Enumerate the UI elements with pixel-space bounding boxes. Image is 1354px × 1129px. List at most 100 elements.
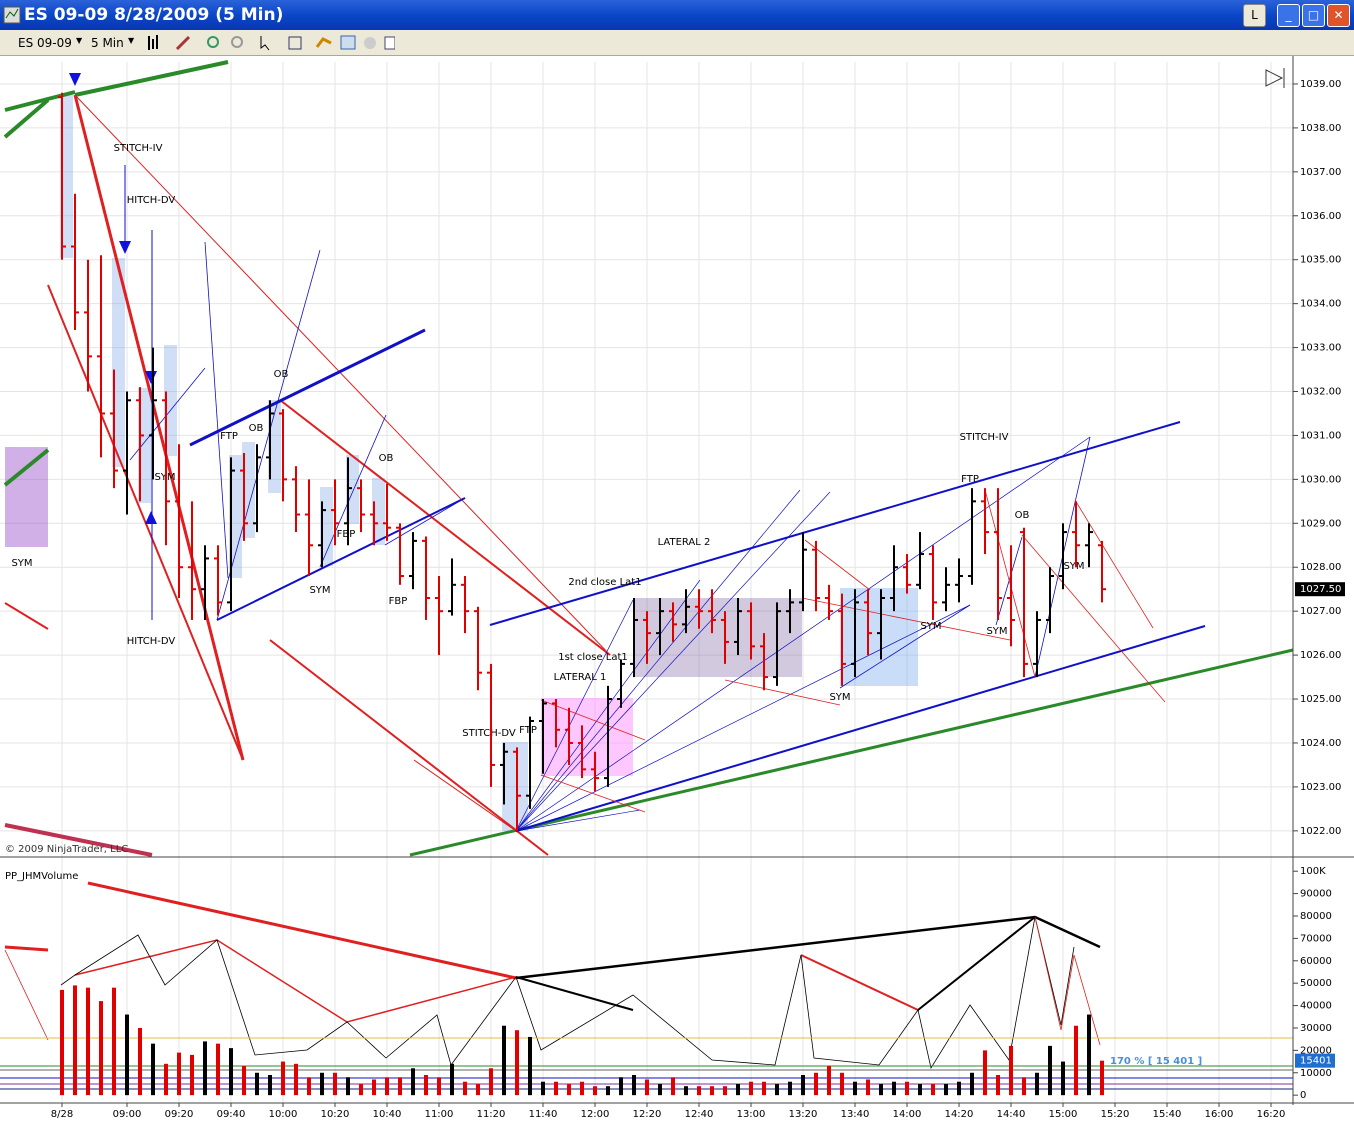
volume-bar — [229, 1048, 233, 1096]
volume-bar — [970, 1072, 974, 1096]
y-tick-label: 40000 — [1300, 1001, 1332, 1012]
zone-box — [541, 698, 633, 776]
volume-bar — [1035, 1072, 1039, 1096]
minimize-button[interactable]: _ — [1277, 4, 1300, 27]
volume-bar — [697, 1086, 701, 1096]
trend-line — [47, 284, 244, 761]
volume-bar — [450, 1063, 454, 1096]
trend-line — [73, 94, 245, 761]
annotation: SYM — [1063, 561, 1084, 572]
maximize-button[interactable]: □ — [1302, 4, 1325, 27]
bar-box — [320, 487, 333, 566]
app-icon — [3, 6, 21, 24]
y-tick-label: 1036.00 — [1300, 211, 1341, 222]
x-tick-label: 13:00 — [737, 1109, 766, 1120]
y-tick-label: 60000 — [1300, 956, 1332, 967]
dropdown-arrow[interactable]: ▼ — [128, 36, 135, 45]
instrument-selector[interactable]: ES 09-09 — [18, 36, 72, 50]
y-tick-label: 0 — [1300, 1090, 1306, 1101]
annotation: SYM — [986, 626, 1007, 637]
annotation: FTP — [220, 431, 238, 442]
trend-line — [216, 497, 466, 621]
trend-line — [4, 823, 153, 857]
annotation: OB — [379, 453, 394, 464]
annotation: LATERAL 2 — [658, 537, 711, 548]
y-tick-label: 1030.00 — [1300, 474, 1341, 485]
volume-bar — [684, 1086, 688, 1096]
y-tick-label: 1038.00 — [1300, 123, 1341, 134]
volume-bar — [892, 1081, 896, 1096]
volume-bar — [203, 1041, 207, 1096]
y-tick-label: 1034.00 — [1300, 299, 1341, 310]
interval-selector[interactable]: 5 Min — [91, 36, 124, 50]
trend-line — [1074, 499, 1154, 629]
trend-line — [540, 774, 646, 813]
volume-bar — [632, 1075, 636, 1096]
scroll-end-button[interactable] — [1265, 68, 1285, 88]
volume-bar — [1061, 1061, 1065, 1096]
volume-bar — [1087, 1014, 1091, 1096]
bar-box — [502, 742, 528, 831]
annotation: FTP — [519, 725, 537, 736]
bar-box — [60, 95, 73, 258]
y-tick-label: 1027.00 — [1300, 606, 1341, 617]
annotation: HITCH-DV — [127, 195, 176, 206]
volume-bar — [437, 1077, 441, 1096]
volume-bar — [957, 1081, 961, 1096]
y-tick-label: 70000 — [1300, 933, 1332, 944]
annotation: HITCH-DV — [127, 636, 176, 647]
x-tick-label: 10:00 — [269, 1109, 298, 1120]
x-tick-label: 14:40 — [997, 1109, 1026, 1120]
x-tick-label: 16:20 — [1257, 1109, 1286, 1120]
trend-line — [216, 249, 321, 621]
volume-bar — [177, 1052, 181, 1096]
volume-bar — [359, 1083, 363, 1096]
volume-bar — [151, 1043, 155, 1096]
close-button[interactable]: ✕ — [1327, 4, 1350, 27]
trend-line — [917, 916, 1036, 1011]
volume-bar — [541, 1081, 545, 1096]
bar-box — [164, 345, 177, 456]
x-tick-label: 14:00 — [893, 1109, 922, 1120]
annotation: 2nd close Lat1 — [568, 577, 641, 588]
background — [0, 56, 1354, 1129]
trend-line — [74, 939, 517, 1023]
y-tick-label: 30000 — [1300, 1023, 1332, 1034]
signal-arrow — [69, 73, 81, 86]
y-tick-label: 1024.00 — [1300, 738, 1341, 749]
x-tick-label: 13:20 — [789, 1109, 818, 1120]
x-tick-label: 10:20 — [321, 1109, 350, 1120]
copyright: © 2009 NinjaTrader, LLC — [5, 844, 128, 855]
y-tick-label: 1023.00 — [1300, 782, 1341, 793]
volume-bar — [281, 1061, 285, 1096]
volume-note: 170 % [ 15 401 ] — [1110, 1056, 1202, 1067]
x-tick-label: 09:00 — [113, 1109, 142, 1120]
volume-bar — [463, 1081, 467, 1096]
volume-bar — [619, 1077, 623, 1096]
x-tick-label: 11:40 — [529, 1109, 558, 1120]
trend-line — [87, 881, 517, 980]
x-tick-label: 15:20 — [1101, 1109, 1130, 1120]
last-price-box — [1295, 582, 1345, 597]
volume-bar — [125, 1014, 129, 1096]
lock-button[interactable]: L — [1243, 4, 1266, 27]
trend-line — [204, 241, 229, 579]
y-tick-label: 1037.00 — [1300, 167, 1341, 178]
volume-bar — [346, 1077, 350, 1096]
bar-box — [229, 455, 242, 578]
trend-line — [409, 648, 1294, 857]
y-tick-label: 1033.00 — [1300, 343, 1341, 354]
y-tick-label: 50000 — [1300, 978, 1332, 989]
y-tick-label: 1029.00 — [1300, 518, 1341, 529]
annotation: STITCH-IV — [960, 432, 1009, 443]
x-tick-label: 10:40 — [373, 1109, 402, 1120]
trend-line — [279, 399, 611, 656]
volume-bar — [593, 1086, 597, 1096]
x-tick-label: 15:40 — [1153, 1109, 1182, 1120]
x-tick-label: 12:40 — [685, 1109, 714, 1120]
volume-bar — [671, 1077, 675, 1096]
annotation: SYM — [309, 585, 330, 596]
annotation: FBP — [389, 596, 408, 607]
dropdown-arrow[interactable]: ▼ — [76, 36, 83, 45]
volume-bar — [762, 1081, 766, 1096]
